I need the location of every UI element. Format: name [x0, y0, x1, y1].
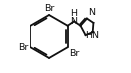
- Text: H: H: [70, 9, 77, 18]
- Text: N: N: [88, 8, 95, 17]
- Text: N: N: [71, 17, 78, 26]
- Text: Br: Br: [45, 4, 55, 13]
- Text: Br: Br: [18, 43, 29, 52]
- Text: Br: Br: [69, 49, 80, 58]
- Text: HN: HN: [86, 31, 100, 40]
